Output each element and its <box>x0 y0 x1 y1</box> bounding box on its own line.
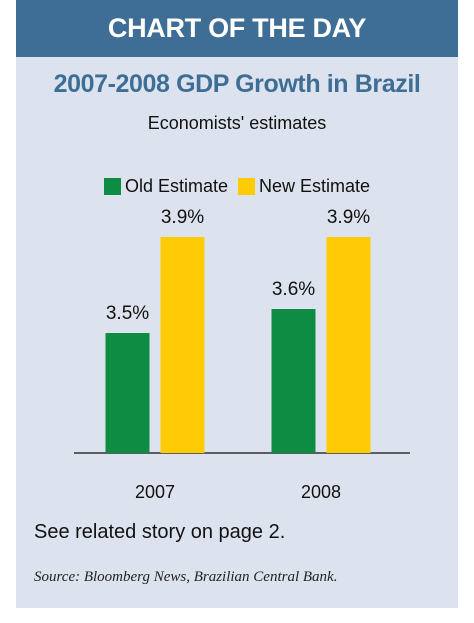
chart-subtitle: Economists' estimates <box>147 113 327 133</box>
banner-label: CHART OF THE DAY <box>107 13 367 43</box>
chart-card: CHART OF THE DAY 2007-2008 GDP Growth in… <box>16 0 458 608</box>
data-label-old-estimate-2007: 3.5% <box>106 303 149 324</box>
legend-item-old-estimate: Old Estimate <box>103 176 228 197</box>
bar-new-estimate-2008 <box>326 237 371 453</box>
data-label-old-estimate-2008: 3.6% <box>272 279 315 300</box>
bar-new-estimate-2007 <box>160 237 205 453</box>
chart-legend: Old Estimate New Estimate <box>16 176 458 197</box>
source-citation: Source: Bloomberg News, Brazilian Centra… <box>34 569 338 585</box>
bar-old-estimate-2008 <box>271 309 316 453</box>
legend-label-new-estimate: New Estimate <box>259 176 371 196</box>
data-label-new-estimate-2007: 3.9% <box>161 207 204 228</box>
chart-of-the-day-banner: CHART OF THE DAY <box>16 0 458 57</box>
legend-label-old-estimate: Old Estimate <box>124 176 228 196</box>
legend-item-new-estimate: New Estimate <box>238 176 370 197</box>
chart-title: 2007-2008 GDP Growth in Brazil <box>53 70 421 98</box>
bar-chart: 3.5% 3.9% 2007 3.6% 3.9% 2008 <box>74 207 410 502</box>
x-tick-label-2007: 2007 <box>135 482 175 502</box>
legend-swatch-new-estimate <box>238 178 255 195</box>
data-label-new-estimate-2008: 3.9% <box>327 207 370 228</box>
legend-swatch-old-estimate <box>103 178 121 195</box>
related-story-note: See related story on page 2. <box>34 521 286 543</box>
bar-old-estimate-2007 <box>105 333 150 453</box>
x-tick-label-2008: 2008 <box>301 482 341 502</box>
